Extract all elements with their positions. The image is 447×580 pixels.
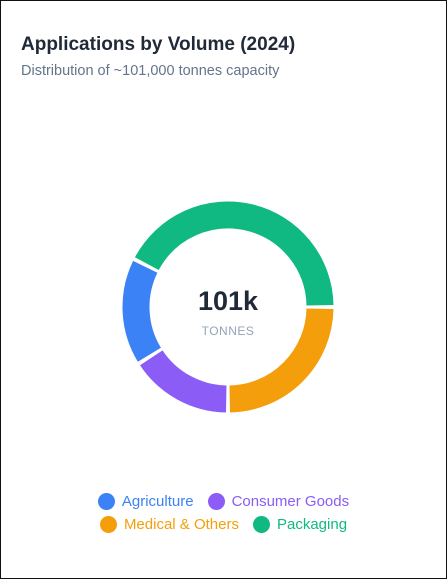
- legend-swatch: [252, 516, 270, 533]
- donut-slice-packaging[interactable]: [134, 201, 334, 306]
- chart-title: Applications by Volume (2024): [21, 34, 296, 55]
- legend-item-medical-others[interactable]: Medical & Others: [99, 516, 239, 533]
- legend-swatch: [99, 516, 117, 533]
- legend-item-agriculture[interactable]: Agriculture: [97, 493, 194, 510]
- legend-label: Consumer Goods: [231, 493, 350, 510]
- legend: Agriculture Consumer Goods Medical & Oth…: [1, 493, 446, 533]
- legend-row-1: Agriculture Consumer Goods: [97, 493, 350, 510]
- donut-slice-agriculture[interactable]: [122, 260, 162, 362]
- donut-slice-consumer-goods[interactable]: [140, 349, 227, 413]
- legend-swatch: [207, 493, 225, 510]
- legend-item-consumer-goods[interactable]: Consumer Goods: [207, 493, 350, 510]
- legend-row-2: Medical & Others Packaging: [99, 516, 348, 533]
- center-unit: TONNES: [201, 324, 255, 338]
- legend-item-packaging[interactable]: Packaging: [252, 516, 348, 533]
- legend-label: Agriculture: [121, 493, 194, 510]
- chart-subtitle: Distribution of ~101,000 tonnes capacity: [21, 63, 280, 79]
- legend-label: Packaging: [276, 516, 348, 533]
- center-value: 101k: [197, 286, 259, 316]
- donut-slice-medical-others[interactable]: [229, 308, 334, 413]
- legend-label: Medical & Others: [123, 516, 239, 533]
- legend-swatch: [97, 493, 115, 510]
